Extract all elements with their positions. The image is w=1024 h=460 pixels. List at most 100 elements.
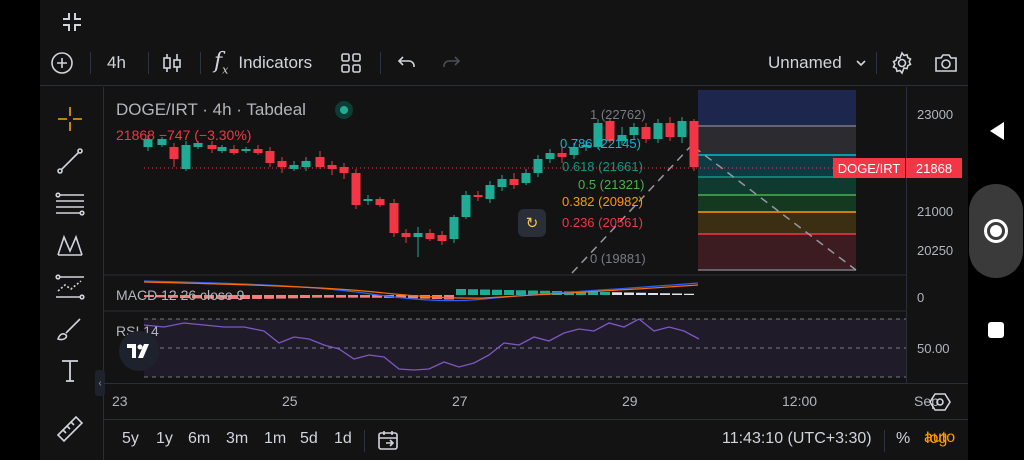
candle-body (545, 153, 555, 159)
symbol-legend[interactable]: DOGE/IRT · 4h · Tabdeal (116, 100, 306, 119)
grid-icon (341, 53, 361, 73)
macd-bar (168, 295, 178, 298)
range-1m-button[interactable]: 1m (264, 430, 287, 447)
drawing-toolbar (40, 87, 104, 460)
camera-icon (935, 54, 957, 72)
candle-body (157, 139, 167, 145)
home-button[interactable] (969, 184, 1023, 278)
range-5d-button[interactable]: 5d (300, 430, 318, 447)
time-label: 12:00 (782, 393, 818, 409)
range-5y-button[interactable]: 5y (122, 430, 139, 447)
macd-bar (660, 293, 670, 295)
macd-bar (324, 295, 334, 298)
candle-body (241, 149, 251, 151)
macd-legend[interactable]: MACD 12 26 close 9 (116, 287, 245, 303)
interval-button[interactable]: 4h (107, 53, 126, 72)
brush-tool[interactable] (54, 313, 86, 345)
fib-retracement-tool[interactable] (54, 187, 86, 219)
recents-square-icon[interactable] (988, 322, 1004, 338)
macd-bar (456, 289, 466, 295)
indicators-button[interactable]: fx Indicators (214, 40, 312, 86)
fib-zone (698, 90, 856, 126)
candle-body (301, 161, 311, 167)
macd-bar (624, 292, 634, 295)
exit-fullscreen-icon[interactable] (58, 8, 86, 36)
chart-canvas[interactable] (104, 87, 906, 383)
add-symbol-button[interactable] (50, 40, 74, 86)
chevron-down-icon (856, 60, 866, 67)
candle-body (437, 235, 447, 241)
bottom-bar: 5y 1y 6m 3m 1m 5d 1d 11:43:10 (UTC+3:30)… (104, 419, 968, 460)
undo-icon (397, 56, 415, 67)
fib-retracement[interactable] (571, 90, 857, 274)
time-label: 27 (452, 393, 468, 409)
candle-body (181, 145, 191, 169)
candle-body (229, 149, 239, 153)
redo-button[interactable] (440, 40, 462, 86)
chart-type-button[interactable] (161, 40, 183, 86)
macd-bar (480, 289, 490, 295)
fib-lines-icon (55, 192, 85, 216)
candle-body (449, 217, 459, 239)
scale-settings-button[interactable] (928, 390, 952, 414)
current-price-tag: 21868 (906, 158, 962, 178)
macd-bar (192, 295, 202, 299)
market-status-icon[interactable] (335, 101, 353, 119)
percent-scale-toggle[interactable]: % (896, 430, 911, 447)
candle-body (689, 121, 699, 167)
candle-body (473, 195, 483, 197)
measure-tool[interactable] (54, 413, 86, 445)
layout-name-button[interactable]: Unnamed (768, 40, 868, 86)
candle-body (677, 121, 687, 137)
snapshot-button[interactable] (933, 40, 959, 86)
log-scale-toggle[interactable]: log (926, 430, 948, 447)
price-scale[interactable]: 23000 21000 20250 0 50.00 (906, 87, 968, 383)
chart-app: 4h fx Indicators Unnamed (40, 0, 968, 460)
clock-timezone[interactable]: 11:43:10 (UTC+3:30) (722, 430, 872, 447)
range-3m-button[interactable]: 3m (226, 430, 249, 447)
collapse-toolbar-button[interactable]: ‹ (95, 370, 105, 396)
fib-trend-line (571, 146, 691, 274)
candle-body (581, 145, 591, 147)
pattern-tool[interactable] (54, 229, 86, 261)
redo-icon (443, 56, 461, 67)
candle-body (169, 147, 179, 159)
candle-body (665, 123, 675, 137)
go-to-date-button[interactable] (376, 428, 400, 457)
layouts-button[interactable] (340, 40, 362, 86)
fib-zone (698, 195, 856, 212)
fib-label: 0.236 (20561) (562, 215, 643, 230)
range-6m-button[interactable]: 6m (188, 430, 211, 447)
candle-body (533, 159, 543, 173)
candle-body (277, 161, 287, 167)
prediction-tool[interactable] (54, 271, 86, 303)
macd-bar (156, 295, 166, 298)
candle-body (315, 157, 325, 167)
hexagon-gear-icon (929, 393, 951, 411)
reset-chart-button[interactable]: ↻ (518, 209, 546, 237)
auto-scale-toggle[interactable]: auto (924, 429, 956, 446)
macd-bar (228, 295, 238, 299)
text-tool[interactable] (54, 355, 86, 387)
time-scale[interactable]: 23 25 27 29 12:00 Sep (104, 383, 968, 419)
brush-icon (56, 318, 81, 341)
crosshair-tool[interactable] (54, 103, 86, 135)
macd-bar (516, 290, 526, 295)
macd-bar (336, 295, 346, 298)
toolbar-divider (148, 52, 149, 74)
macd-bar (216, 295, 226, 299)
trend-line-tool[interactable] (54, 145, 86, 177)
range-1y-button[interactable]: 1y (156, 430, 173, 447)
back-button[interactable] (986, 120, 1008, 142)
range-1d-button[interactable]: 1d (334, 430, 352, 447)
macd-bar (396, 295, 406, 299)
candle-body (641, 127, 651, 139)
undo-button[interactable] (396, 40, 418, 86)
candle-body (289, 165, 299, 169)
macd-bar (492, 289, 502, 295)
macd-bar (600, 292, 610, 295)
macd-bar (372, 295, 382, 298)
fib-label: 0.382 (20982) (562, 194, 643, 209)
plus-circle-icon (51, 52, 73, 74)
settings-button[interactable] (890, 40, 914, 86)
